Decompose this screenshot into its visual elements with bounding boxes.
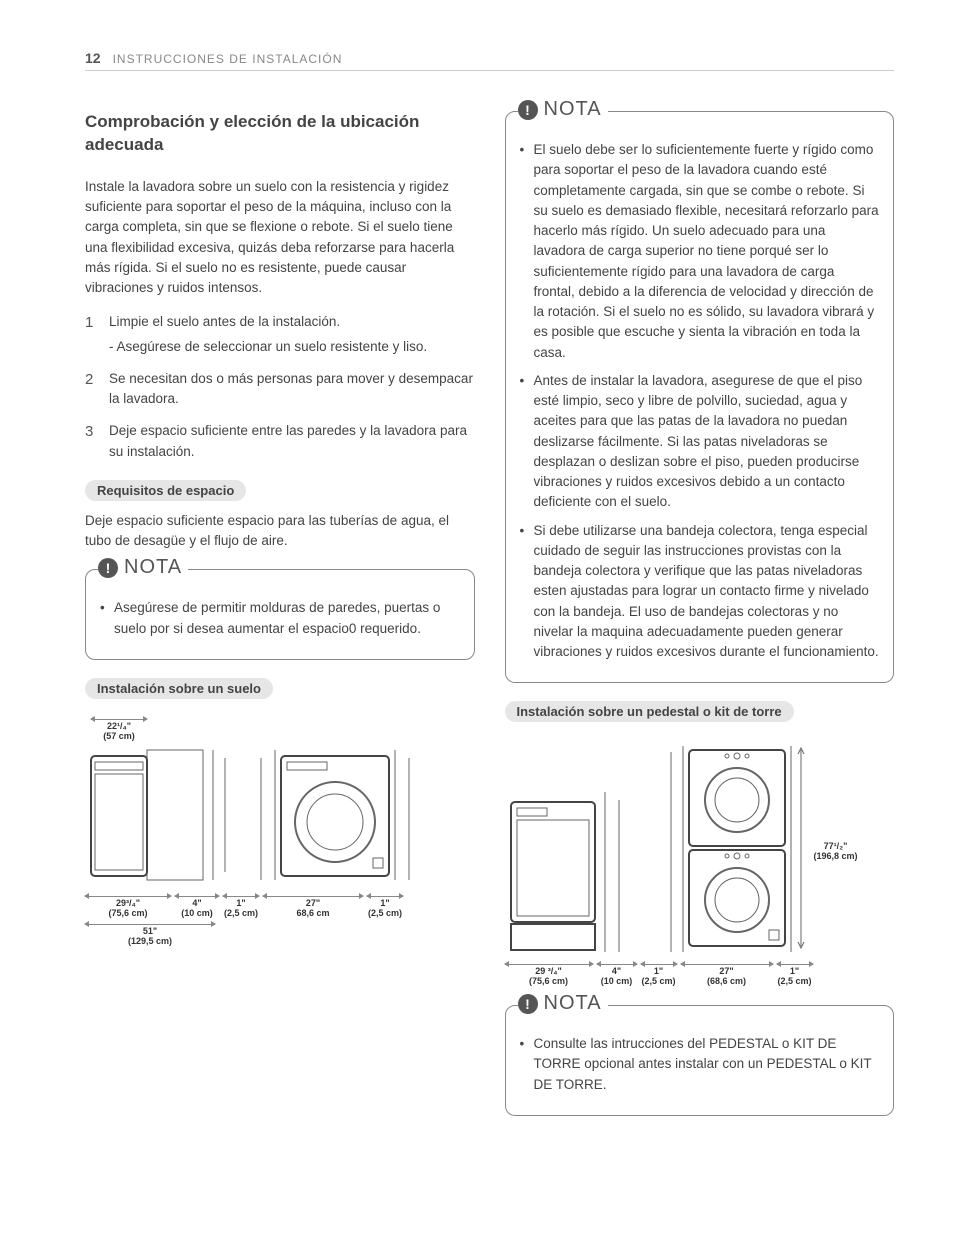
nota-box-3: ! NOTA Consulte las intrucciones del PED… xyxy=(505,1005,895,1116)
step-text: Se necesitan dos o más personas para mov… xyxy=(109,369,475,410)
info-icon: ! xyxy=(518,100,538,120)
step-item: 2 Se necesitan dos o más personas para m… xyxy=(85,369,475,410)
left-column: Comprobación y elección de la ubicación … xyxy=(85,111,475,1134)
washer-pedestal-side-icon xyxy=(505,772,645,962)
step-text: Deje espacio suficiente entre las parede… xyxy=(109,421,475,462)
step-number: 1 xyxy=(85,312,99,357)
nota-title: NOTA xyxy=(124,556,182,579)
nota-item: Consulte las intrucciones del PEDESTAL o… xyxy=(520,1034,880,1095)
nota-box-1: ! NOTA Asegúrese de permitir molduras de… xyxy=(85,569,475,660)
step-item: 1 Limpie el suelo antes de la instalació… xyxy=(85,312,475,357)
nota-title: NOTA xyxy=(544,98,602,121)
requirements-heading: Requisitos de espacio xyxy=(85,480,246,501)
requirements-text: Deje espacio suficiente espacio para las… xyxy=(85,511,475,552)
nota-item: Si debe utilizarse una bandeja colectora… xyxy=(520,521,880,663)
washer-stacked-icon xyxy=(665,742,805,962)
washer-side-icon xyxy=(85,744,235,894)
page-number: 12 xyxy=(85,50,101,66)
nota-item: El suelo debe ser lo suficientemente fue… xyxy=(520,140,880,363)
info-icon: ! xyxy=(518,994,538,1014)
info-icon: ! xyxy=(98,558,118,578)
step-subtext: - Asegúrese de seleccionar un suelo resi… xyxy=(109,337,427,357)
step-number: 3 xyxy=(85,421,99,462)
step-item: 3 Deje espacio suficiente entre las pare… xyxy=(85,421,475,462)
pedestal-install-heading: Instalación sobre un pedestal o kit de t… xyxy=(505,701,794,722)
step-text: Limpie el suelo antes de la instalación. xyxy=(109,314,340,329)
page-header: 12 INSTRUCCIONES DE INSTALACIÓN xyxy=(85,50,894,71)
right-column: ! NOTA El suelo debe ser lo suficienteme… xyxy=(505,111,895,1134)
installation-steps: 1 Limpie el suelo antes de la instalació… xyxy=(85,312,475,462)
step-number: 2 xyxy=(85,369,99,410)
page-header-title: INSTRUCCIONES DE INSTALACIÓN xyxy=(113,52,343,66)
nota-box-2: ! NOTA El suelo debe ser lo suficienteme… xyxy=(505,111,895,683)
intro-paragraph: Instale la lavadora sobre un suelo con l… xyxy=(85,177,475,299)
floor-diagram: 22¹/₄"(57 cm) xyxy=(85,719,475,947)
nota-title: NOTA xyxy=(544,992,602,1015)
nota-item: Asegúrese de permitir molduras de parede… xyxy=(100,598,460,639)
floor-install-heading: Instalación sobre un suelo xyxy=(85,678,273,699)
nota-item: Antes de instalar la lavadora, asegurese… xyxy=(520,371,880,513)
washer-front-icon xyxy=(255,744,415,894)
section-title: Comprobación y elección de la ubicación … xyxy=(85,111,475,157)
pedestal-diagram: 77¹/₂"(196,8 cm) 29 ³/₄"(75,6 cm) 4"(10 … xyxy=(505,742,895,987)
